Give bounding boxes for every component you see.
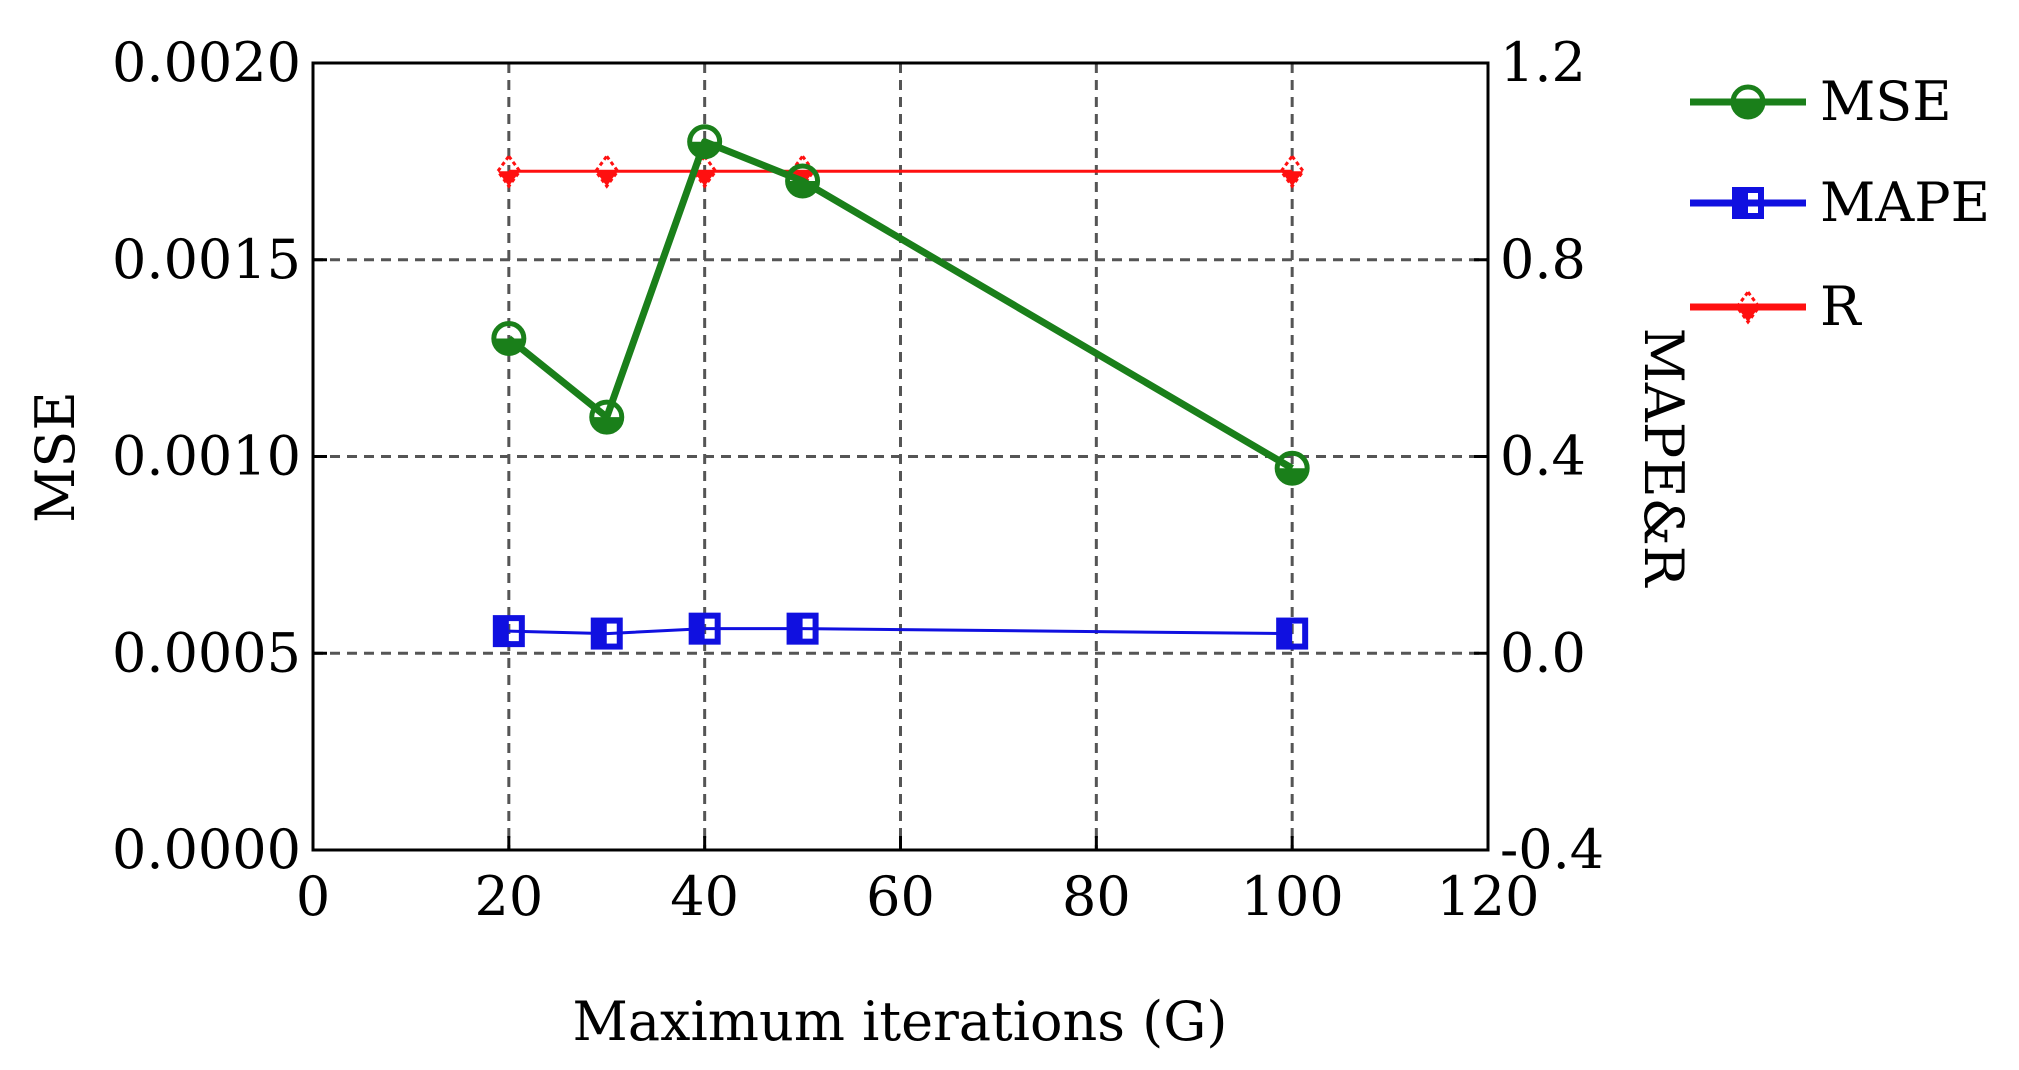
legend-marker-r-fill: [1737, 307, 1759, 322]
ticks: 0 20 40 60 80 100 120 0.0000 0.0005 0.0010 0.0015 0…: [112, 31, 1604, 928]
x-tick-label: 0: [296, 865, 330, 928]
x-axis-title: Maximum iterations (G): [573, 990, 1228, 1053]
x-tick-label: 120: [1436, 865, 1539, 928]
y-left-tick-label: 0.0000: [112, 818, 301, 881]
mse-point-fill: [1277, 468, 1308, 484]
r-point-fill: [595, 171, 618, 187]
y-right-tick-label: 1.2: [1500, 31, 1586, 94]
mse-point-fill: [493, 338, 524, 354]
mape-point-fill: [593, 620, 607, 647]
mse-point-fill: [787, 181, 818, 197]
mse-point-fill: [689, 141, 720, 157]
y-axis-left-title: MSE: [24, 391, 87, 523]
y-right-tick-label: 0.0: [1500, 621, 1586, 684]
grid: [313, 63, 1488, 850]
series: [491, 124, 1310, 650]
x-tick-label: 60: [866, 865, 935, 928]
r-point-fill: [1281, 171, 1304, 187]
x-tick-label: 20: [474, 865, 543, 928]
r-point-fill: [497, 171, 520, 187]
x-tick-label: 80: [1062, 865, 1131, 928]
legend-marker-mse-fill: [1733, 102, 1763, 117]
y-right-tick-label: -0.4: [1500, 818, 1604, 881]
mape-point-fill: [789, 615, 803, 642]
r-point-fill: [693, 171, 716, 187]
x-tick-label: 40: [670, 865, 739, 928]
legend-label-mape: MAPE: [1820, 171, 1990, 234]
mse-point-fill: [591, 417, 622, 433]
y-left-tick-label: 0.0010: [112, 425, 301, 488]
y-right-tick-label: 0.4: [1500, 425, 1586, 488]
x-tick-label: 100: [1241, 865, 1344, 928]
y-right-tick-label: 0.8: [1500, 228, 1586, 291]
y-axis-right-title: MAPE&R: [1632, 328, 1695, 588]
legend-label-r: R: [1820, 275, 1862, 338]
y-left-tick-label: 0.0005: [112, 621, 301, 684]
mape-point-fill: [1279, 620, 1293, 647]
legend: MSE MAPE R: [1690, 70, 1990, 338]
y-left-tick-label: 0.0015: [112, 228, 301, 291]
r-point: [1279, 153, 1306, 189]
y-left-tick-label: 0.0020: [112, 31, 301, 94]
mape-point-fill: [691, 615, 705, 642]
legend-marker-mape-fill: [1735, 190, 1748, 216]
legend-label-mse: MSE: [1820, 70, 1952, 133]
mape-point-fill: [495, 618, 509, 645]
